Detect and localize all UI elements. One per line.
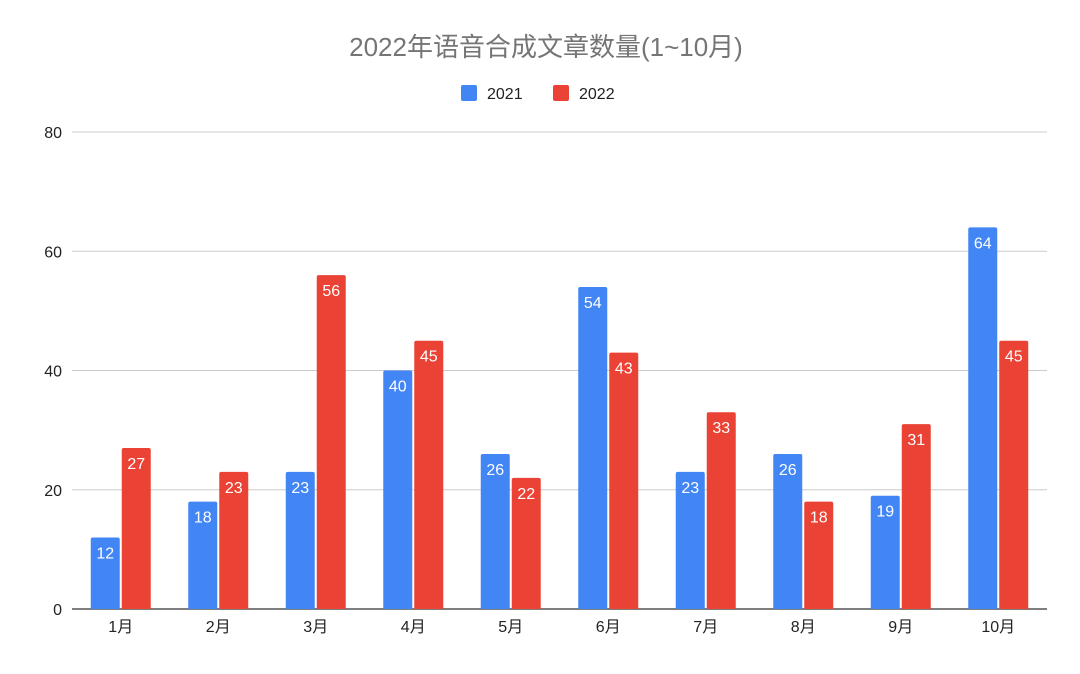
bar-2022-1月 [121,448,151,609]
gridlines [72,131,1047,610]
y-tick-label: 80 [44,125,62,142]
x-tick-label: 3月 [303,619,328,636]
bar-label: 31 [907,432,925,449]
bar-label: 26 [486,462,504,479]
bar-label: 45 [1005,349,1023,366]
bar-2021-2月 [188,501,218,609]
bar-label: 23 [225,480,243,497]
bar-2022-9月 [901,424,931,609]
bar-2022-10月 [999,340,1029,609]
bar-label: 18 [194,510,212,527]
legend-label-2021: 2021 [487,86,523,103]
bar-2022-4月 [414,340,444,609]
bar-2022-2月 [219,471,249,609]
bar-2022-3月 [316,275,346,609]
x-tick-label: 2月 [206,619,231,636]
legend: 2021 2022 [461,85,615,103]
bar-label: 19 [876,504,894,521]
bar-2021-6月 [578,287,608,609]
bar-2022-6月 [609,352,639,609]
bar-label: 40 [389,379,407,396]
x-tick-label: 8月 [791,619,816,636]
bar-label: 45 [420,349,438,366]
bar-label: 12 [96,545,114,562]
bar-2022-7月 [706,412,736,609]
bar-label: 23 [681,480,699,497]
bar-2021-8月 [773,453,803,609]
bar-label: 43 [615,361,633,378]
x-tick-label: 6月 [596,619,621,636]
bar-2021-4月 [383,370,413,609]
bar-label: 56 [322,283,340,300]
bar-2022-5月 [511,477,541,609]
bar-label: 23 [291,480,309,497]
y-tick-label: 0 [53,602,62,619]
bar-2021-5月 [480,453,510,609]
bar-label: 33 [712,420,730,437]
x-axis: 1月 2月 3月 4月 5月 6月 7月 8月 9月 10月 [108,619,1015,636]
x-tick-label: 7月 [693,619,718,636]
bar-2021-3月 [285,471,315,609]
bar-label: 54 [584,295,602,312]
bar-2021-9月 [870,495,900,609]
y-tick-label: 40 [44,364,62,381]
y-tick-label: 20 [44,483,62,500]
legend-swatch-2022 [553,85,569,101]
bar-label: 64 [974,235,992,252]
x-tick-label: 9月 [888,619,913,636]
chart-title: 2022年语音合成文章数量(1~10月) [349,32,743,62]
bar-label: 18 [810,510,828,527]
legend-label-2022: 2022 [579,86,615,103]
x-tick-label: 1月 [108,619,133,636]
bar-2021-7月 [675,471,705,609]
x-tick-label: 4月 [401,619,426,636]
bar-2021-1月 [90,537,120,609]
bar-label: 27 [127,456,145,473]
bar-2022-8月 [804,501,834,609]
bar-label: 26 [779,462,797,479]
x-tick-label: 10月 [981,619,1015,636]
bar-label: 22 [517,486,535,503]
bars: 12 27 18 23 23 56 40 45 26 22 54 43 23 33 26 18 19 31 64 45 [90,227,1029,609]
x-tick-label: 5月 [498,619,523,636]
y-axis: 0 20 40 60 80 [44,125,62,619]
legend-swatch-2021 [461,85,477,101]
bar-2021-10月 [968,227,998,609]
y-tick-label: 60 [44,244,62,261]
